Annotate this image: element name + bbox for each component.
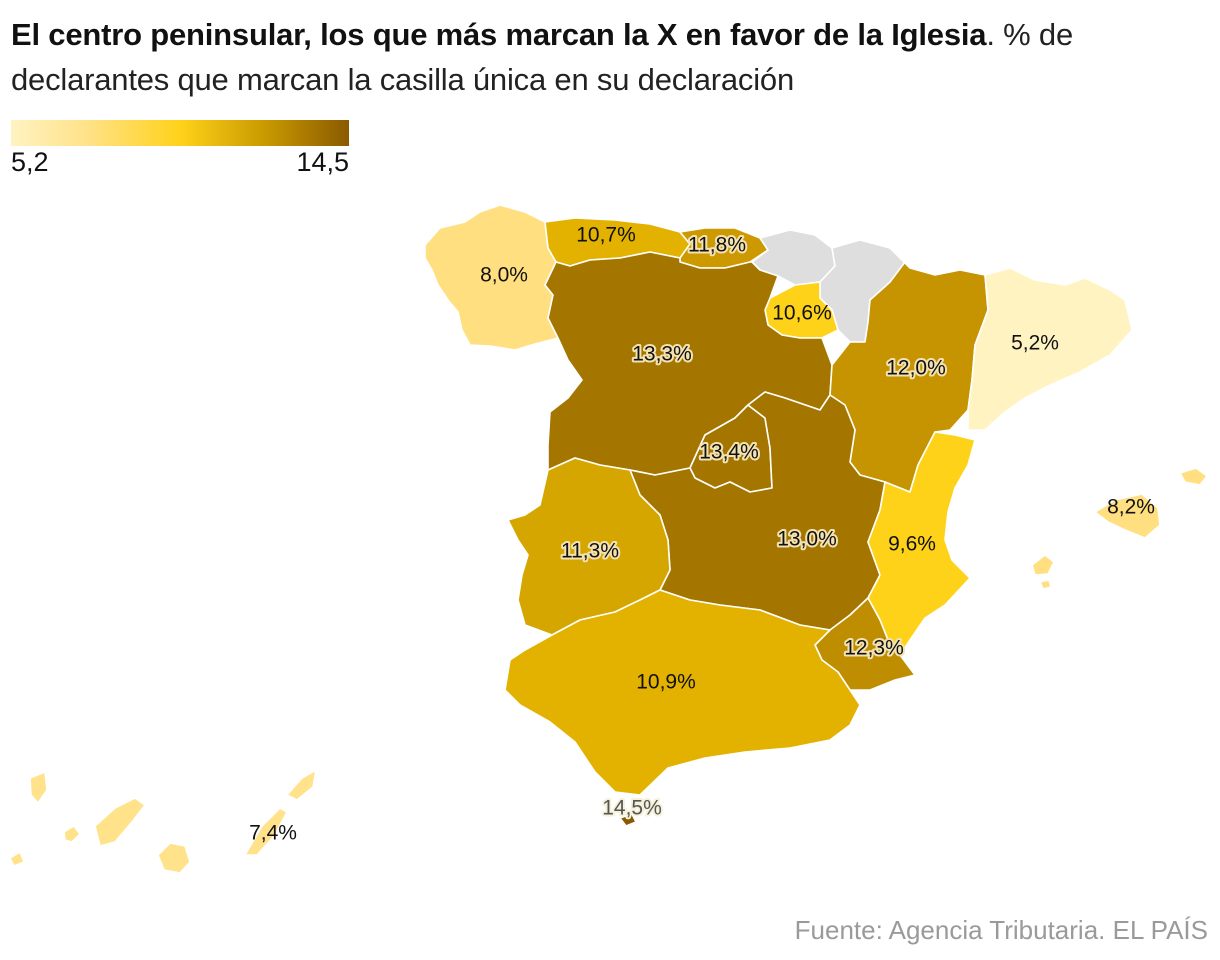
- label-extremadura: 11,3%: [561, 540, 619, 563]
- label-la-rioja: 10,6%: [772, 302, 832, 325]
- region-ceuta: [619, 813, 637, 827]
- region-islas-baleares-ibiza: [1031, 554, 1055, 576]
- label-asturias: 10,7%: [576, 224, 636, 247]
- label-castilla-la-mancha: 13,0%: [777, 528, 837, 551]
- region-canarias-la-palma: [29, 771, 48, 804]
- label-region-de-murcia: 12,3%: [844, 637, 904, 660]
- label-ceuta: 14,5%: [602, 797, 662, 820]
- label-castilla-y-leon: 13,3%: [632, 343, 692, 366]
- region-canarias-el-hierro: [9, 851, 25, 867]
- region-islas-baleares-formentera: [1039, 579, 1052, 590]
- label-cantabria: 11,8%: [688, 234, 746, 257]
- label-canarias: 7,4%: [249, 822, 297, 845]
- label-islas-baleares: 8,2%: [1107, 496, 1155, 519]
- color-legend: 5,2 14,5: [11, 120, 349, 180]
- label-cataluna: 5,2%: [1011, 332, 1059, 355]
- legend-gradient-bar: [11, 120, 349, 146]
- region-cataluna: [967, 267, 1133, 431]
- spain-choropleth-map: 8,0% 10,7% 11,8% 10,6% 13,3% 12,0% 5,2% …: [9, 204, 1208, 874]
- region-islas-baleares-mallorca: [1094, 493, 1161, 539]
- region-comunidad-valenciana: [867, 431, 976, 656]
- label-madrid: 13,4%: [699, 441, 759, 464]
- source-credit: Fuente: Agencia Tributaria. EL PAÍS: [794, 915, 1208, 945]
- title-rest: . % de declarantes que marcan la casilla…: [11, 17, 1074, 97]
- legend-max-label: 14,5: [296, 147, 349, 177]
- region-islas-baleares-menorca: [1179, 467, 1208, 486]
- region-canarias-lanzarote: [286, 769, 317, 801]
- label-comunidad-valenciana: 9,6%: [888, 533, 936, 556]
- label-aragon: 12,0%: [886, 357, 946, 380]
- chart-title: El centro peninsular, los que más marcan…: [11, 12, 1206, 102]
- region-canarias-tenerife: [94, 797, 146, 847]
- title-bold: El centro peninsular, los que más marcan…: [11, 17, 987, 52]
- legend-min-label: 5,2: [11, 147, 49, 177]
- region-andalucia: [504, 589, 861, 796]
- label-galicia: 8,0%: [480, 264, 528, 287]
- region-canarias-la-gomera: [63, 825, 81, 843]
- label-andalucia: 10,9%: [636, 671, 696, 694]
- region-canarias-gran-canaria: [157, 842, 191, 874]
- region-canarias-fuerteventura: [244, 807, 288, 856]
